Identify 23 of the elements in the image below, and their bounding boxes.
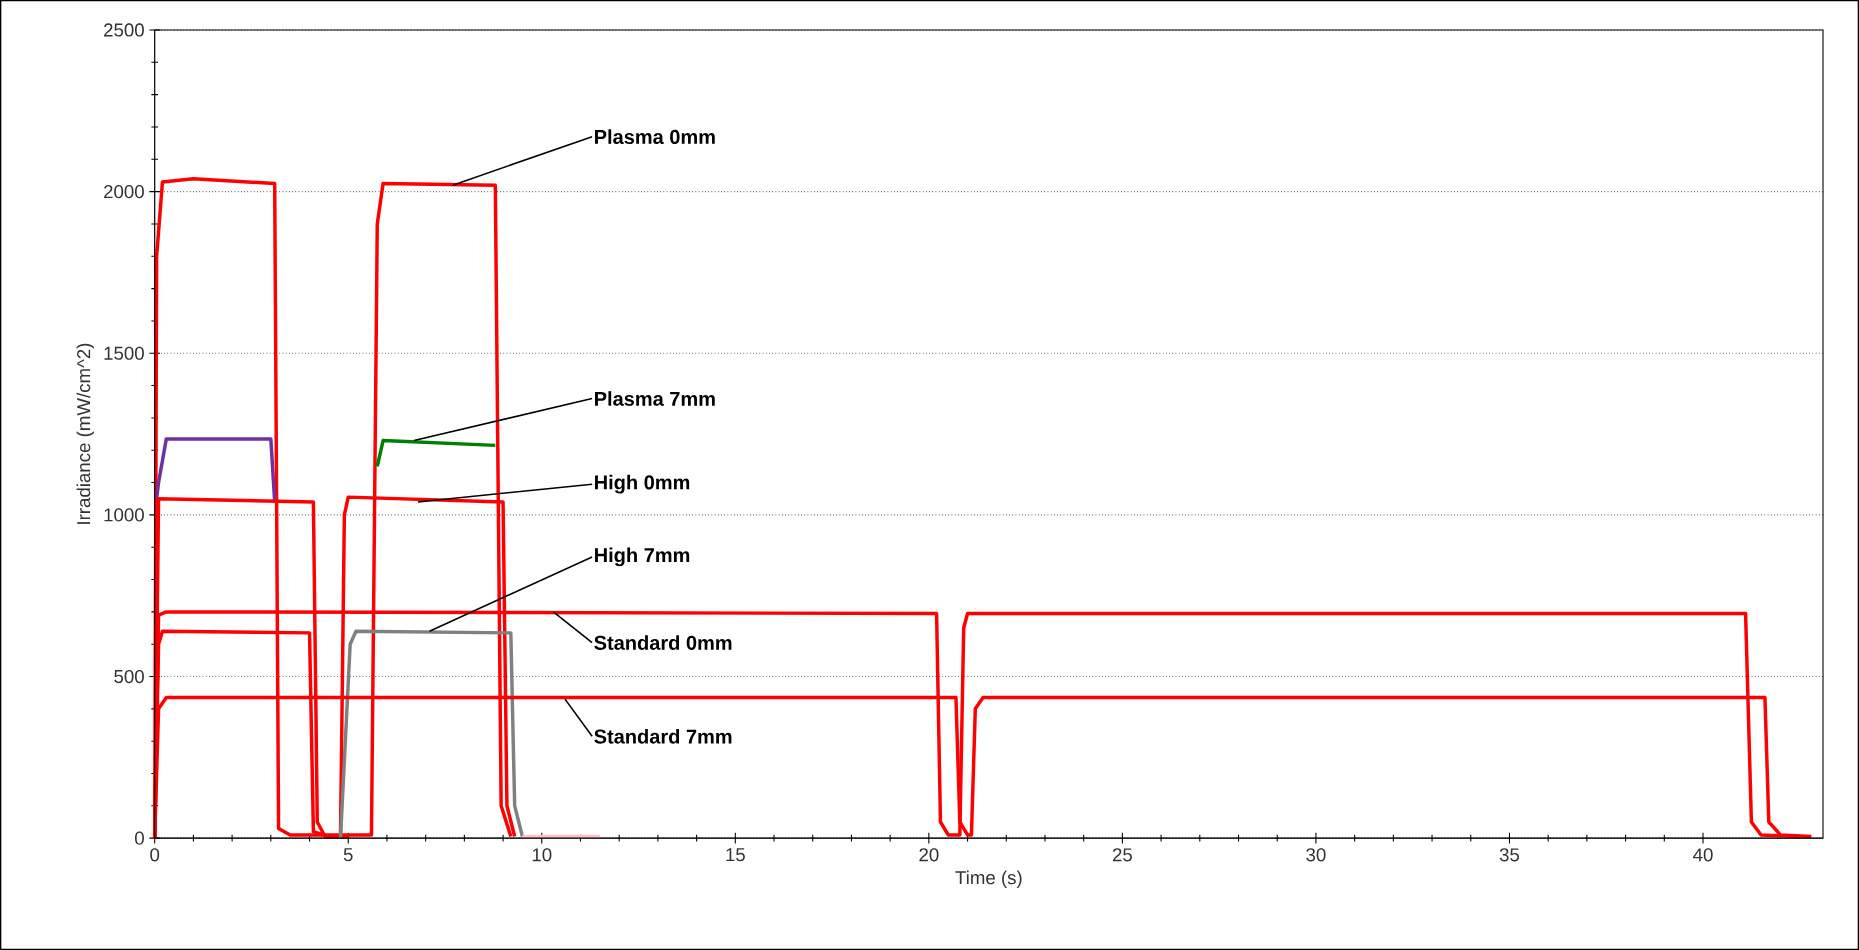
annotation: High 0mm — [595, 474, 690, 494]
y-tick-label: 0 — [135, 831, 144, 845]
annotation: High 7mm — [595, 547, 690, 567]
x-tick-label: 25 — [1112, 848, 1132, 862]
x-tick-label: 30 — [1306, 848, 1326, 862]
y-tick-label: 1500 — [104, 346, 144, 360]
x-tick-label: 20 — [919, 848, 939, 862]
x-tick-label: 35 — [1499, 848, 1520, 862]
y-tick-label: 500 — [114, 669, 144, 684]
annotation: Plasma 0mm — [595, 129, 715, 144]
x-tick-label: 0 — [150, 848, 160, 862]
x-axis-title: Time (s) — [955, 870, 1022, 888]
x-tick-label: 15 — [726, 848, 745, 862]
y-axis-title: Irradiance (mW/cm^2) — [76, 343, 94, 524]
x-tick-label: 40 — [1693, 848, 1713, 862]
x-tick-label: 10 — [532, 848, 552, 862]
y-tick-label: 2500 — [104, 23, 144, 37]
annotation: Standard 7mm — [594, 728, 732, 744]
y-tick-label: 1000 — [104, 508, 144, 522]
x-tick-label: 5 — [343, 848, 353, 862]
annotation: Standard 0mm — [594, 635, 732, 650]
y-tick-label: 2000 — [104, 184, 144, 199]
annotation: Plasma 7mm — [595, 391, 715, 406]
